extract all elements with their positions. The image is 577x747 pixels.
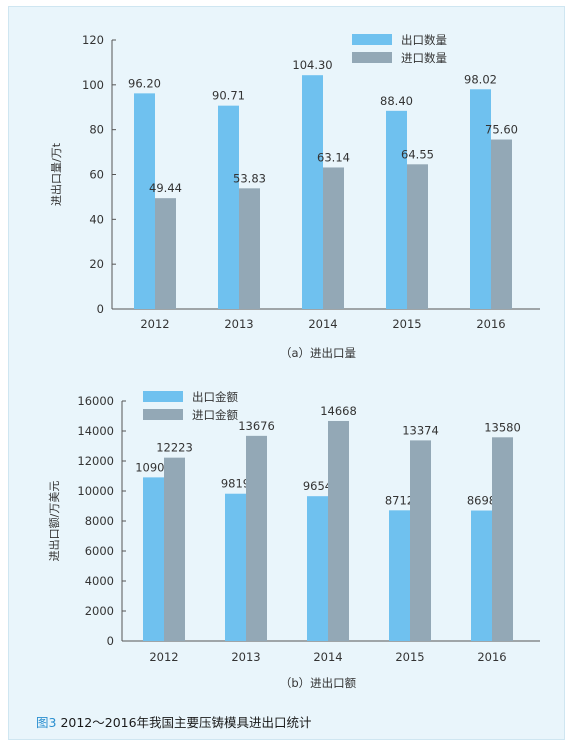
c1-x-tick-label: 2015 <box>395 650 424 664</box>
c0-data-label: 96.20 <box>128 76 161 90</box>
c0-data-label: 49.44 <box>149 181 182 195</box>
c1-x-tick-label: 2012 <box>149 650 178 664</box>
c1-y-tick-label: 2000 <box>85 604 114 618</box>
c1-data-label: 14668 <box>320 404 357 418</box>
figure-caption: 图3 2012～2016年我国主要压铸模具进出口统计 <box>36 712 312 731</box>
c1-data-label: 8712 <box>385 493 414 507</box>
c0-x-tick-label: 2013 <box>224 317 253 331</box>
figure-number: 图3 <box>36 715 57 730</box>
c0-x-tick-label: 2012 <box>140 317 169 331</box>
c1-y-tick-label: 16000 <box>77 394 114 408</box>
c0-data-label: 75.60 <box>485 123 518 137</box>
c1-data-label: 13676 <box>238 419 275 433</box>
c0-y-tick-label: 100 <box>82 78 104 92</box>
c0-x-tick-label: 2014 <box>308 317 337 331</box>
figure-caption-text: 2012～2016年我国主要压铸模具进出口统计 <box>60 715 312 730</box>
c1-y-tick-label: 14000 <box>77 424 114 438</box>
c1-data-label: 10909 <box>135 460 172 474</box>
c0-x-tick-label: 2015 <box>392 317 421 331</box>
c0-legend-label: 出口数量 <box>401 33 447 47</box>
chart-import-export-value: 0 2000 4000 6000 8000 10000 12000 14000 16000 进出口… <box>47 390 540 690</box>
c1-bar-import-2014 <box>328 420 349 641</box>
c0-data-label: 104.30 <box>292 58 332 72</box>
c0-data-label: 63.14 <box>317 150 350 164</box>
c0-y-tick-label: 40 <box>89 212 104 226</box>
c0-bar-export-2013 <box>218 105 239 309</box>
c0-y-tick-label: 0 <box>97 302 104 316</box>
c0-x-tick-label: 2016 <box>476 317 505 331</box>
c0-data-label: 98.02 <box>464 72 497 86</box>
c1-bar-export-2016 <box>471 510 492 641</box>
chart-import-export-volume: 0 20 40 60 80 100 120 进出口量/万t 96.20 49.44 2012 90.7… <box>49 33 540 360</box>
c0-legend-swatch-import <box>352 52 392 63</box>
c1-bar-export-2014 <box>307 496 328 641</box>
c1-y-axis-title: 进出口额/万美元 <box>47 481 61 562</box>
c1-y-tick-label: 12000 <box>77 454 114 468</box>
c0-bar-export-2012 <box>134 93 155 309</box>
c0-bar-export-2015 <box>386 110 407 309</box>
c0-y-axis-title: 进出口量/万t <box>49 142 63 206</box>
c0-bar-import-2012 <box>155 198 176 309</box>
c0-bar-export-2016 <box>470 89 491 309</box>
c0-data-label: 88.40 <box>380 94 413 108</box>
c1-legend-swatch-export <box>143 391 183 402</box>
c0-bar-export-2014 <box>302 75 323 309</box>
c1-bar-export-2012 <box>143 477 164 641</box>
c1-data-label: 13580 <box>484 420 521 434</box>
c1-bar-import-2015 <box>410 440 431 641</box>
c1-y-tick-label: 10000 <box>77 484 114 498</box>
c1-x-tick-label: 2016 <box>477 650 506 664</box>
c1-legend-label: 进口金额 <box>192 408 238 422</box>
c0-bar-import-2013 <box>239 188 260 309</box>
c1-bar-export-2013 <box>225 493 246 641</box>
c1-data-label: 8698 <box>467 494 496 508</box>
c1-data-label: 9654 <box>303 479 332 493</box>
c1-y-tick-label: 8000 <box>85 514 114 528</box>
c1-y-tick-label: 6000 <box>85 544 114 558</box>
c0-bar-import-2014 <box>323 167 344 309</box>
c1-subtitle: （b）进出口额 <box>280 676 357 690</box>
c0-data-label: 90.71 <box>212 89 245 103</box>
c1-x-tick-label: 2014 <box>313 650 342 664</box>
c0-data-label: 53.83 <box>233 171 266 185</box>
c1-y-tick-label: 4000 <box>85 574 114 588</box>
c1-bar-import-2013 <box>246 435 267 641</box>
c1-data-label: 13374 <box>402 423 439 437</box>
c1-bar-import-2012 <box>164 457 185 641</box>
c1-data-label: 9819 <box>221 477 250 491</box>
c1-data-label: 12223 <box>156 441 193 455</box>
c1-legend-label: 出口金额 <box>192 390 238 404</box>
c0-subtitle: （a）进出口量 <box>280 346 356 360</box>
c0-y-tick-label: 120 <box>82 33 104 47</box>
c0-bar-import-2016 <box>491 139 512 309</box>
c0-y-tick-label: 20 <box>89 257 104 271</box>
c1-legend-swatch-import <box>143 409 183 420</box>
c0-legend-swatch-export <box>352 34 392 45</box>
c1-y-tick-label: 0 <box>107 634 114 648</box>
c0-y-tick-label: 80 <box>89 123 104 137</box>
c1-x-tick-label: 2013 <box>231 650 260 664</box>
c0-y-tick-label: 60 <box>89 168 104 182</box>
c0-legend-label: 进口数量 <box>401 51 447 65</box>
c1-bar-export-2015 <box>389 510 410 641</box>
c0-data-label: 64.55 <box>401 147 434 161</box>
c0-bar-import-2015 <box>407 164 428 309</box>
c1-bar-import-2016 <box>492 437 513 641</box>
